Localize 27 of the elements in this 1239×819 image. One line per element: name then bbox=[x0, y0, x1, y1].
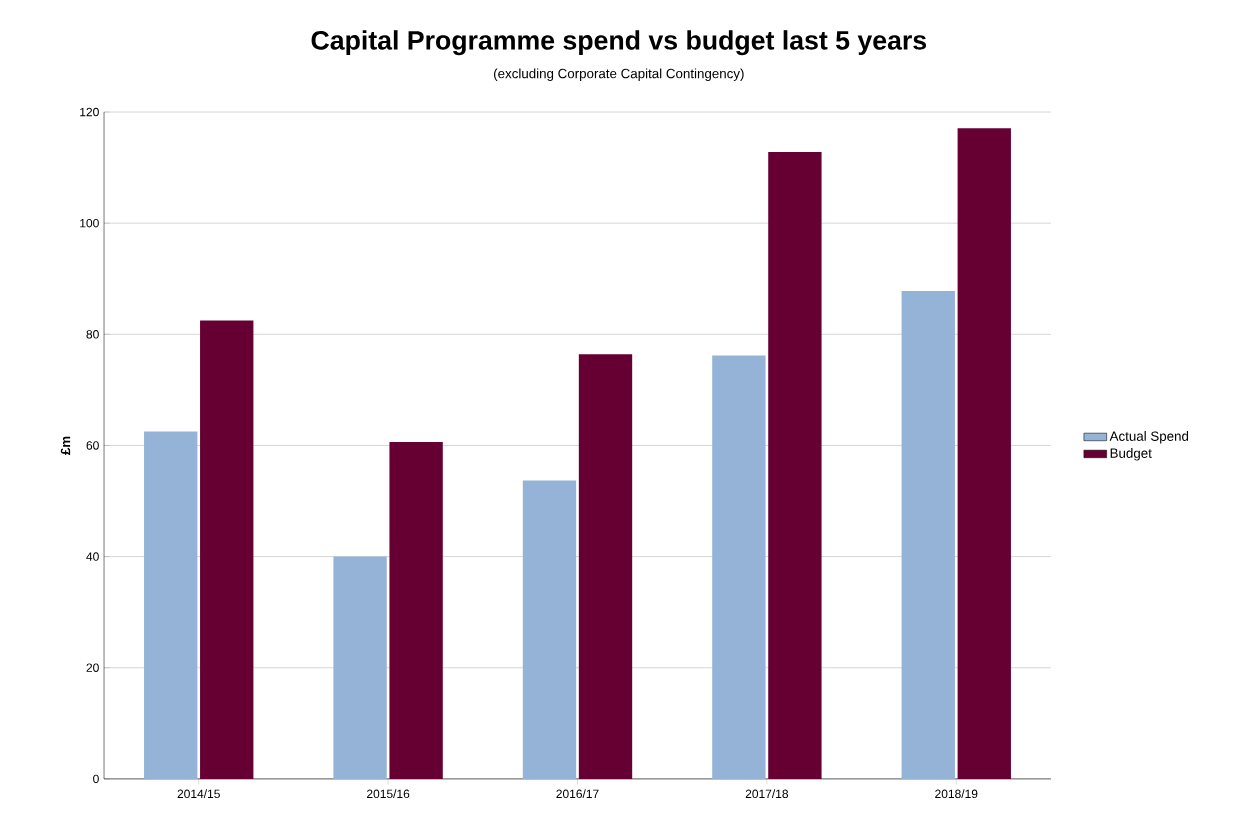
x-tick-label: 2014/15 bbox=[177, 789, 220, 799]
bar bbox=[578, 354, 633, 779]
chart-subtitle: (excluding Corporate Capital Contingency) bbox=[494, 68, 744, 81]
y-tick-label: 120 bbox=[80, 107, 99, 117]
legend-label: Budget bbox=[1110, 448, 1152, 461]
bar bbox=[768, 152, 822, 779]
y-axis-title: £m bbox=[60, 436, 71, 455]
bar bbox=[522, 480, 577, 779]
x-tick-label: 2017/18 bbox=[745, 789, 789, 799]
bar bbox=[712, 355, 766, 779]
y-tick-label: 80 bbox=[86, 330, 99, 339]
bar bbox=[144, 431, 198, 779]
y-tick-label: 20 bbox=[86, 663, 99, 673]
bar bbox=[901, 291, 955, 779]
bar bbox=[389, 442, 443, 779]
x-tick-label: 2016/17 bbox=[556, 789, 599, 799]
y-tick-label: 40 bbox=[86, 552, 99, 561]
bar bbox=[333, 556, 387, 779]
x-tick-label: 2018/19 bbox=[935, 789, 978, 799]
bar bbox=[957, 128, 1011, 779]
x-tick-label: 2015/16 bbox=[367, 789, 410, 799]
y-tick-label: 100 bbox=[80, 218, 99, 228]
legend-label: Actual Spend bbox=[1109, 431, 1189, 444]
y-tick-label: 0 bbox=[93, 774, 99, 784]
chart-title: Capital Programme spend vs budget last 5 years bbox=[311, 30, 927, 56]
y-tick-label: 60 bbox=[86, 441, 99, 450]
bar bbox=[200, 320, 254, 779]
